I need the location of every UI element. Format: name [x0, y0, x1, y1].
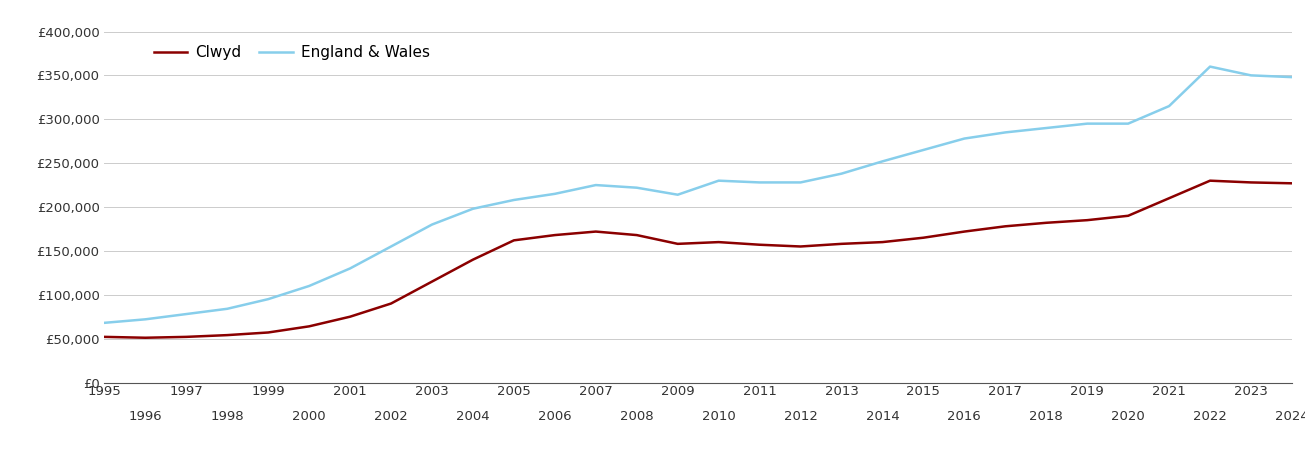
Clwyd [1284, 180, 1300, 186]
England & Wales [916, 147, 932, 153]
England & Wales [834, 171, 850, 176]
Clwyd [1039, 220, 1054, 225]
England & Wales [629, 185, 645, 190]
Line: England & Wales: England & Wales [104, 67, 1292, 323]
Clwyd [97, 334, 112, 340]
England & Wales [465, 206, 480, 211]
Clwyd [301, 324, 317, 329]
England & Wales [97, 320, 112, 325]
England & Wales [179, 311, 194, 317]
Clwyd [957, 229, 972, 234]
Clwyd [424, 279, 440, 284]
Clwyd [506, 238, 522, 243]
Clwyd [261, 330, 277, 335]
Clwyd [997, 224, 1013, 229]
England & Wales [792, 180, 808, 185]
England & Wales [301, 284, 317, 289]
England & Wales [1244, 72, 1259, 78]
Clwyd [179, 334, 194, 340]
Clwyd [465, 257, 480, 262]
Clwyd [752, 242, 767, 248]
England & Wales [589, 182, 604, 188]
England & Wales [384, 244, 399, 249]
Clwyd [1161, 195, 1177, 201]
Clwyd [1120, 213, 1135, 218]
Clwyd [219, 333, 235, 338]
England & Wales [752, 180, 767, 185]
England & Wales [1120, 121, 1135, 126]
Clwyd [711, 239, 727, 245]
England & Wales [1079, 121, 1095, 126]
England & Wales [506, 197, 522, 202]
Clwyd [384, 301, 399, 306]
Clwyd [342, 314, 358, 319]
England & Wales [342, 266, 358, 271]
Clwyd [1244, 180, 1259, 185]
Line: Clwyd: Clwyd [104, 180, 1292, 338]
Clwyd [589, 229, 604, 234]
Legend: Clwyd, England & Wales: Clwyd, England & Wales [147, 39, 436, 66]
England & Wales [547, 191, 562, 197]
England & Wales [957, 136, 972, 141]
England & Wales [1202, 64, 1218, 69]
England & Wales [711, 178, 727, 183]
Clwyd [874, 239, 890, 245]
Clwyd [629, 232, 645, 238]
England & Wales [261, 297, 277, 302]
Clwyd [669, 241, 685, 247]
Clwyd [916, 235, 932, 240]
England & Wales [219, 306, 235, 311]
England & Wales [669, 192, 685, 198]
England & Wales [1284, 74, 1300, 80]
England & Wales [997, 130, 1013, 135]
England & Wales [874, 159, 890, 164]
England & Wales [1161, 104, 1177, 109]
Clwyd [547, 232, 562, 238]
Clwyd [792, 244, 808, 249]
England & Wales [137, 317, 153, 322]
England & Wales [424, 222, 440, 227]
Clwyd [834, 241, 850, 247]
Clwyd [1079, 217, 1095, 223]
Clwyd [1202, 178, 1218, 183]
Clwyd [137, 335, 153, 341]
England & Wales [1039, 125, 1054, 130]
